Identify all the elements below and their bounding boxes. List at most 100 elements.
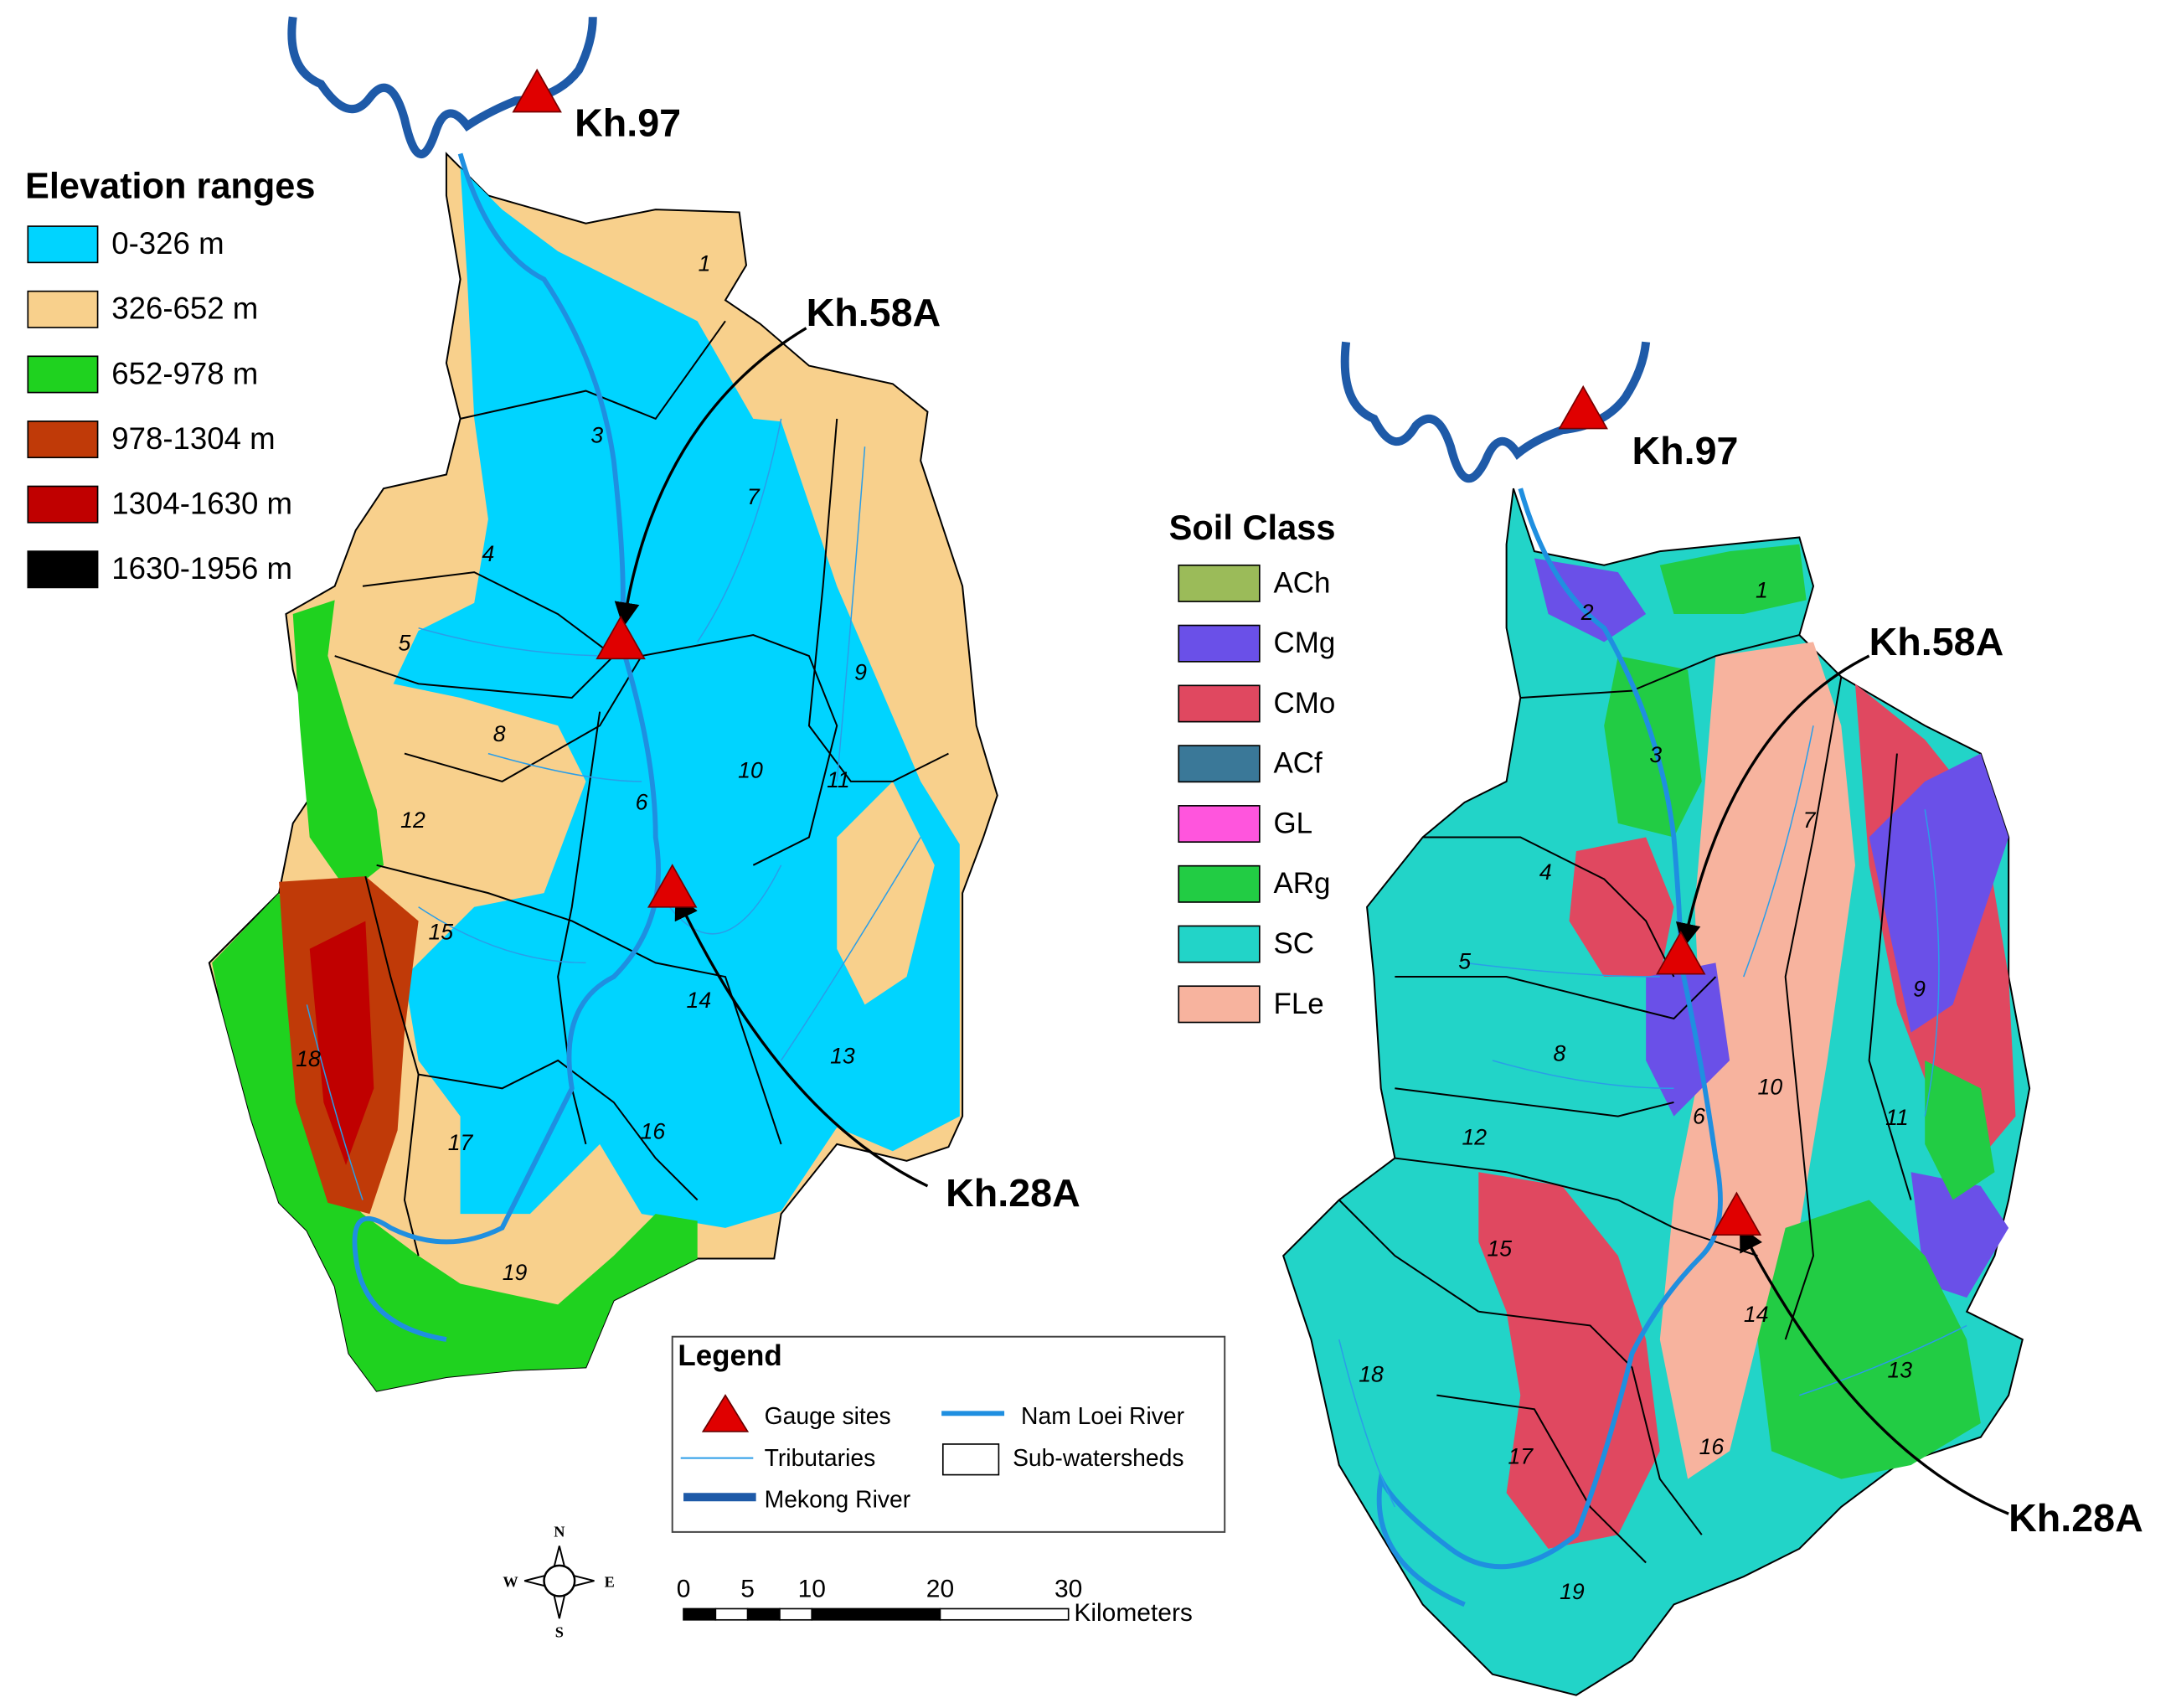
legend-swatch bbox=[1178, 805, 1261, 844]
scale-tick-label: 20 bbox=[926, 1576, 954, 1603]
subwatershed-number: 14 bbox=[1744, 1302, 1769, 1327]
gauge-label: Kh.97 bbox=[575, 101, 681, 144]
subwatershed-number: 11 bbox=[827, 767, 850, 792]
legend-label: 1630-1956 m bbox=[111, 551, 292, 586]
legend-label: ACf bbox=[1273, 747, 1323, 780]
gauge-arrows bbox=[614, 327, 2009, 1515]
subwatershed-number: 12 bbox=[1462, 1124, 1487, 1149]
legend-swatch bbox=[1178, 564, 1261, 602]
legend-swatch bbox=[1178, 745, 1261, 783]
compass-n: N bbox=[554, 1524, 565, 1540]
soil-cmo bbox=[1569, 837, 1674, 978]
subwatershed-number: 7 bbox=[747, 484, 761, 509]
elevation-zone-low bbox=[393, 168, 960, 1228]
gauge-label: Kh.58A bbox=[807, 291, 941, 334]
soil-cmo bbox=[1478, 1172, 1660, 1549]
subwatershed-number: 13 bbox=[830, 1044, 855, 1069]
gauge-site bbox=[647, 864, 698, 908]
legend-label: 0-326 m bbox=[111, 226, 224, 261]
soil-cmg bbox=[1910, 1172, 2009, 1298]
subwatershed-number: 18 bbox=[1359, 1361, 1384, 1386]
legend-label: CMo bbox=[1273, 687, 1335, 720]
legend-label: Sub-watersheds bbox=[1013, 1444, 1183, 1471]
legend-frame bbox=[671, 1335, 1226, 1533]
subwatershed-number: 3 bbox=[590, 423, 603, 448]
mekong-river bbox=[1340, 341, 1651, 483]
legend-label: 978-1304 m bbox=[111, 421, 275, 456]
scale-segment bbox=[714, 1607, 749, 1621]
scale-segment bbox=[779, 1607, 813, 1621]
legend-swatch bbox=[27, 225, 99, 264]
subwatershed-number: 8 bbox=[1553, 1040, 1565, 1066]
legend-label: Tributaries bbox=[765, 1444, 876, 1471]
legend-swatch bbox=[27, 355, 99, 394]
gauge-label: Kh.58A bbox=[1869, 620, 2004, 663]
compass: N S W E bbox=[503, 1524, 615, 1641]
mekong-river bbox=[287, 16, 597, 158]
elevation-zone-green bbox=[212, 893, 698, 1391]
legend-title: Elevation ranges bbox=[25, 167, 316, 207]
subwatershed-number: 17 bbox=[1508, 1444, 1534, 1469]
legend-swatch bbox=[27, 485, 99, 524]
legend-label: SC bbox=[1273, 927, 1314, 960]
legend-swatch bbox=[1178, 864, 1261, 903]
soil-arg bbox=[1757, 1200, 1981, 1479]
legend-swatch bbox=[27, 421, 99, 459]
legend-label: 652-978 m bbox=[111, 356, 258, 390]
subwatershed-number: 13 bbox=[1887, 1357, 1912, 1382]
compass-s: S bbox=[555, 1624, 564, 1641]
overlay: Elevation ranges 0-326 m 326-652 m 652-978 … bbox=[25, 68, 2143, 1604]
soil-arg bbox=[1659, 544, 1807, 615]
subwatershed-number: 15 bbox=[1487, 1236, 1512, 1262]
subwatershed-number: 16 bbox=[641, 1119, 666, 1144]
legend-swatch bbox=[27, 290, 99, 328]
nam-loei-river bbox=[1376, 488, 1723, 1607]
legend-title: Legend bbox=[678, 1339, 781, 1372]
subwatershed-number: 15 bbox=[428, 919, 453, 944]
scale-tick-label: 10 bbox=[798, 1576, 826, 1603]
subwatershed-number: 10 bbox=[1758, 1074, 1783, 1099]
gauge-site bbox=[512, 68, 562, 113]
subwatershed-number: 7 bbox=[1803, 808, 1817, 833]
scale-tick-label: 30 bbox=[1054, 1576, 1082, 1603]
subwatershed-number: 3 bbox=[1649, 742, 1662, 767]
legend-label: Nam Loei River bbox=[1021, 1402, 1184, 1429]
soil-map bbox=[1282, 341, 2031, 1696]
subwatershed-number: 8 bbox=[493, 721, 506, 746]
legend-swatch bbox=[1178, 925, 1261, 963]
legend-label: Mekong River bbox=[765, 1486, 911, 1513]
legend-label: CMg bbox=[1273, 627, 1335, 659]
subwatershed-number: 16 bbox=[1699, 1434, 1725, 1459]
elevation-zone-red bbox=[309, 921, 374, 1165]
gauge-site bbox=[596, 615, 646, 660]
subwatershed-number: 17 bbox=[448, 1130, 474, 1155]
legend-label: FLe bbox=[1273, 988, 1323, 1020]
scale-segment bbox=[746, 1607, 781, 1621]
gauge-label: Kh.28A bbox=[946, 1171, 1080, 1215]
subwatershed-number: 6 bbox=[636, 790, 648, 815]
soil-cmg bbox=[1869, 753, 2009, 1033]
subwatershed-number: 14 bbox=[687, 988, 712, 1013]
subwatershed-number: 9 bbox=[854, 660, 867, 685]
scale-unit: Kilometers bbox=[1074, 1599, 1193, 1627]
scale-segment bbox=[811, 1607, 941, 1621]
legend-box: Legend Gauge sites Nam Loei River Tribut… bbox=[671, 1335, 1226, 1533]
elevation-map bbox=[208, 16, 998, 1392]
subwatershed-boundaries bbox=[1338, 634, 1912, 1564]
legend-label: GL bbox=[1273, 807, 1312, 839]
legend-label: 1304-1630 m bbox=[111, 486, 292, 520]
subwatershed-number: 10 bbox=[738, 757, 763, 782]
gauge-label: Kh.97 bbox=[1632, 429, 1739, 472]
subwatershed-number: 18 bbox=[296, 1046, 321, 1071]
subwatershed-boundaries bbox=[334, 320, 949, 1256]
subwatershed-number: 1 bbox=[699, 251, 711, 276]
gauge-site bbox=[1711, 1191, 1762, 1236]
compass-w: W bbox=[503, 1574, 518, 1591]
subwatershed-number: 5 bbox=[399, 631, 411, 656]
elevation-zone-mid bbox=[837, 781, 935, 1005]
gauge-site bbox=[1558, 384, 1608, 430]
legend-swatch bbox=[1178, 624, 1261, 663]
